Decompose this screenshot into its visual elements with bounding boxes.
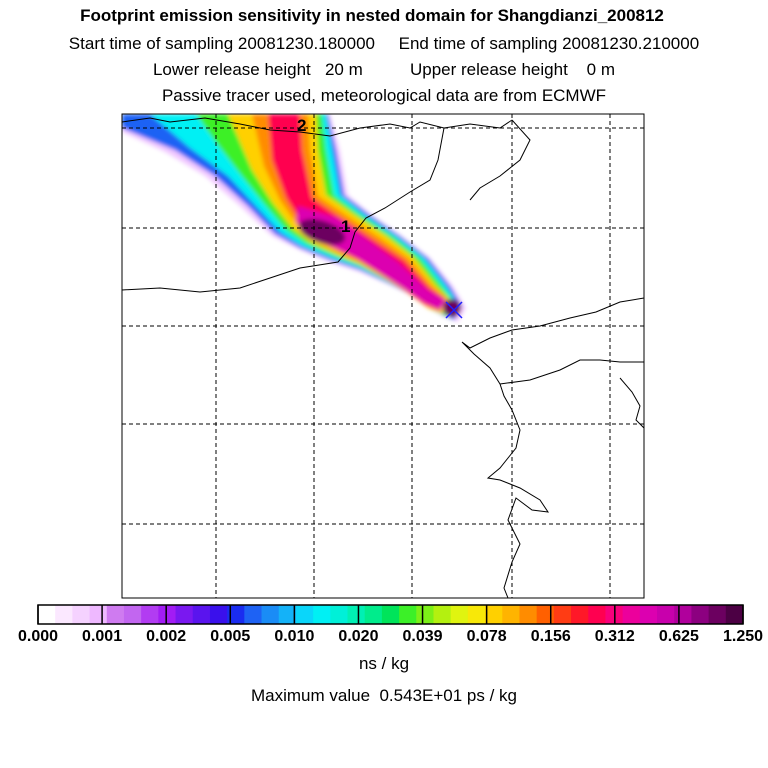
colorbar-swatch: [89, 605, 108, 624]
colorbar-swatch: [175, 605, 194, 624]
gridlines: [122, 114, 644, 598]
colorbar-swatch: [313, 605, 331, 624]
colorbar-swatch: [364, 605, 383, 624]
colorbar-frame: [37, 604, 744, 625]
colorbar-swatch: [588, 605, 606, 624]
colorbar-tick-label: 1.250: [722, 628, 764, 645]
colorbar-swatch: [72, 605, 91, 624]
coastline: [461, 297, 644, 598]
colorbar-tick-label: 0.010: [274, 628, 315, 645]
colorbar-tick-label: 0.156: [530, 628, 571, 645]
colorbar-tick-label: 0.020: [338, 628, 379, 645]
colorbar-swatch: [622, 605, 641, 624]
map-frame: [121, 113, 645, 599]
colorbar-swatch: [691, 605, 710, 624]
colorbar-swatch: [708, 605, 727, 624]
plume-layer: [122, 114, 468, 324]
colorbar-tick-label: 0.039: [402, 628, 443, 645]
colorbar-swatch: [536, 605, 555, 624]
colorbar-swatch: [141, 605, 159, 624]
boundaries: [122, 117, 644, 598]
colorbar-tick-label: 0.625: [658, 628, 699, 645]
colorbar-swatch: [278, 605, 297, 624]
colorbar-swatch: [502, 605, 520, 624]
colorbar: [37, 604, 744, 625]
colorbar-swatch: [330, 605, 349, 624]
colorbar-swatch: [571, 605, 589, 624]
colorbar-swatch: [433, 605, 452, 624]
colorbar-tick-label: 0.005: [210, 628, 251, 645]
colorbar-swatch: [106, 605, 125, 624]
colorbar-swatch: [553, 605, 572, 624]
colorbar-swatch: [450, 605, 469, 624]
colorbar-swatch: [639, 605, 658, 624]
maximum-value: Maximum value 0.543E+01 ps / kg: [251, 686, 517, 705]
colorbar-swatch: [123, 605, 142, 624]
colorbar-tick-label: 0.001: [82, 628, 123, 645]
province-line-east: [499, 359, 644, 385]
colorbar-swatch: [725, 605, 744, 624]
colorbar-tick-label: 0.002: [146, 628, 187, 645]
colorbar-swatch: [416, 605, 434, 624]
colorbar-swatch: [55, 605, 73, 624]
colorbar-tick-label: 0.078: [466, 628, 507, 645]
plume-red-band: [268, 114, 444, 310]
sampling-time-line: Start time of sampling 20081230.180000 E…: [68, 34, 700, 53]
colorbar-swatch: [467, 605, 486, 624]
border-northeast: [122, 127, 445, 293]
peninsula: [619, 377, 644, 429]
colorbar-swatch: [38, 605, 56, 624]
colorbar-swatch: [295, 605, 314, 624]
colorbar-swatch: [399, 605, 417, 624]
marker-label-2: 2: [297, 116, 306, 135]
tracer-info-line: Passive tracer used, meteorological data…: [161, 86, 607, 105]
plot-title: Footprint emission sensitivity in nested…: [80, 6, 664, 25]
plume-core-north: [298, 219, 346, 245]
release-height-line: Lower release height 20 m Upper release …: [152, 60, 616, 79]
colorbar-swatch: [347, 605, 366, 624]
colorbar-swatch: [657, 605, 675, 624]
colorbar-tick-label: 0.312: [594, 628, 635, 645]
northern-border: [122, 117, 513, 137]
release-site: [445, 301, 463, 319]
colorbar-swatch: [519, 605, 538, 624]
colorbar-swatch: [227, 605, 245, 624]
colorbar-swatch: [192, 605, 211, 624]
colorbar-swatch: [158, 605, 177, 624]
east-border-top: [469, 119, 531, 201]
colorbar-swatch: [209, 605, 228, 624]
colorbar-swatch: [244, 605, 263, 624]
colorbar-swatch: [261, 605, 280, 624]
colorbar-tick-label: 0.000: [17, 628, 59, 645]
colorbar-units: ns / kg: [358, 654, 410, 673]
colorbar-swatch: [674, 605, 692, 624]
colorbar-swatch: [381, 605, 400, 624]
colorbar-swatch: [485, 605, 503, 624]
marker-label-1: 1: [341, 217, 350, 236]
